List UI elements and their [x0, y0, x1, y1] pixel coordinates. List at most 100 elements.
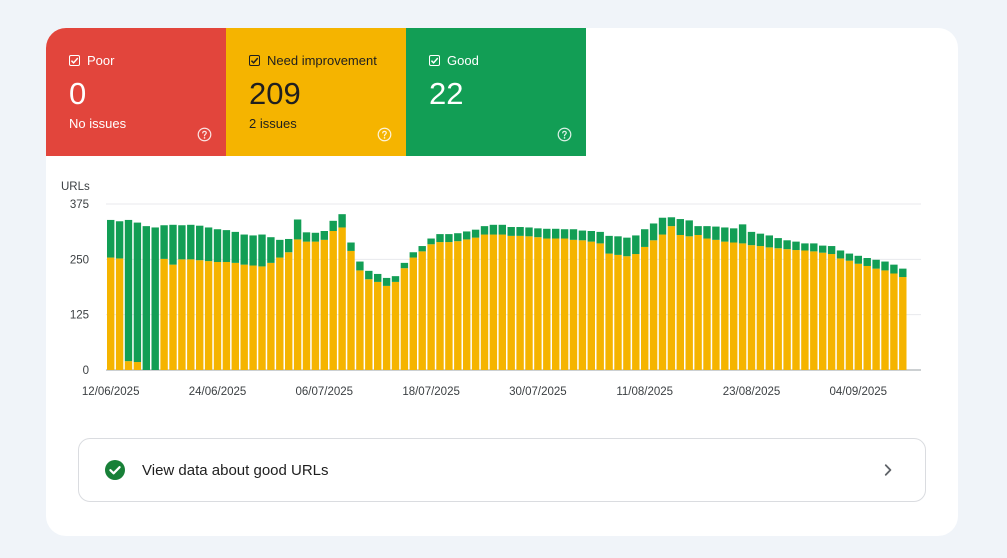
- bar-good: [178, 225, 186, 260]
- bar-good: [160, 225, 168, 259]
- bar-need-improvement: [756, 246, 765, 370]
- bar-need-improvement: [213, 261, 222, 370]
- bar-good: [872, 259, 880, 269]
- bar-good: [730, 228, 738, 243]
- bar-good: [463, 231, 471, 240]
- bar-good: [151, 227, 159, 370]
- bar-need-improvement: [427, 244, 435, 370]
- x-tick-label: 12/06/2025: [82, 386, 140, 398]
- bar-good: [382, 277, 391, 286]
- view-good-urls-label: View data about good URLs: [142, 461, 329, 479]
- bar-need-improvement: [801, 250, 809, 370]
- bar-good: [694, 226, 702, 235]
- help-icon[interactable]: [377, 127, 392, 142]
- tile-need-improvement-label: Need improvement: [267, 53, 377, 68]
- bar-need-improvement: [578, 240, 587, 370]
- bar-need-improvement: [471, 237, 480, 370]
- bar-good: [507, 227, 515, 236]
- bar-good: [560, 229, 569, 239]
- bar-need-improvement: [107, 257, 115, 370]
- bar-need-improvement: [605, 253, 613, 370]
- tile-need-improvement-count: 209: [249, 76, 301, 111]
- y-tick-label: 375: [70, 199, 89, 211]
- bar-need-improvement: [676, 234, 684, 370]
- tile-poor-label: Poor: [87, 53, 115, 68]
- bar-good: [516, 227, 524, 236]
- bar-good: [810, 243, 818, 252]
- x-tick-label: 04/09/2025: [830, 386, 888, 398]
- bar-good: [311, 232, 320, 242]
- bar-good: [169, 224, 177, 265]
- bar-good: [614, 236, 622, 255]
- bar-need-improvement: [463, 239, 471, 370]
- bar-need-improvement: [783, 249, 791, 370]
- status-tiles: Poor 0 No issues Need improvement 209 2 …: [46, 28, 586, 156]
- bar-good: [649, 223, 658, 241]
- tile-poor-issues: No issues: [69, 116, 127, 131]
- checkbox-checked-icon[interactable]: [429, 55, 440, 66]
- bar-good: [489, 224, 498, 235]
- help-icon[interactable]: [197, 127, 212, 142]
- view-good-urls-link[interactable]: View data about good URLs: [78, 438, 926, 502]
- checkbox-checked-icon[interactable]: [69, 55, 80, 66]
- bar-good: [222, 230, 231, 262]
- bar-need-improvement: [525, 236, 533, 370]
- bar-need-improvement: [747, 245, 756, 370]
- bar-good: [320, 231, 328, 240]
- bar-need-improvement: [498, 234, 506, 370]
- bar-need-improvement: [302, 241, 311, 370]
- bar-need-improvement: [649, 240, 658, 370]
- bar-need-improvement: [845, 260, 854, 370]
- bar-good: [347, 242, 355, 251]
- bar-need-improvement: [587, 241, 595, 370]
- bar-good: [302, 232, 311, 242]
- x-tick-label: 06/07/2025: [296, 386, 354, 398]
- bar-good: [445, 234, 453, 243]
- chevron-right-icon: [884, 464, 892, 476]
- bar-need-improvement: [374, 281, 382, 370]
- bar-need-improvement: [196, 260, 204, 370]
- bar-good: [436, 234, 444, 243]
- bar-good: [783, 240, 791, 250]
- tile-poor[interactable]: Poor 0 No issues: [46, 28, 226, 156]
- bar-need-improvement: [703, 238, 711, 370]
- bar-need-improvement: [534, 237, 542, 370]
- checkbox-checked-icon[interactable]: [249, 55, 260, 66]
- bar-good: [819, 245, 827, 253]
- bar-need-improvement: [890, 273, 898, 370]
- bar-need-improvement: [320, 239, 328, 370]
- bar-need-improvement: [569, 239, 578, 370]
- bar-good: [587, 231, 595, 242]
- bar-need-improvement: [285, 252, 293, 370]
- bar-need-improvement: [231, 262, 239, 370]
- bar-good: [338, 214, 346, 228]
- bar-good: [115, 221, 124, 259]
- bar-good: [471, 229, 480, 238]
- bar-good: [391, 276, 400, 282]
- bar-good: [276, 239, 284, 258]
- bar-need-improvement: [347, 250, 355, 370]
- bar-good: [845, 253, 854, 261]
- bar-need-improvement: [160, 258, 168, 370]
- bar-good: [480, 226, 489, 235]
- bar-good: [605, 235, 613, 254]
- tile-good-header: Good: [429, 53, 479, 68]
- tile-poor-count: 0: [69, 76, 87, 111]
- bar-good: [658, 217, 667, 235]
- tile-good[interactable]: Good 22: [406, 28, 586, 156]
- x-tick-label: 18/07/2025: [402, 386, 460, 398]
- bar-need-improvement: [836, 258, 845, 370]
- bar-good: [454, 233, 462, 242]
- bar-need-improvement: [293, 239, 302, 370]
- bar-good: [676, 219, 684, 235]
- bar-good: [756, 233, 765, 247]
- bar-need-improvement: [204, 261, 213, 370]
- bar-need-improvement: [543, 238, 551, 370]
- bar-need-improvement: [863, 265, 871, 370]
- bar-good: [765, 235, 773, 248]
- tile-need-improvement[interactable]: Need improvement 209 2 issues: [226, 28, 406, 156]
- bar-need-improvement: [276, 257, 284, 370]
- bar-need-improvement: [489, 234, 498, 370]
- help-icon[interactable]: [557, 127, 572, 142]
- bar-good: [329, 220, 337, 232]
